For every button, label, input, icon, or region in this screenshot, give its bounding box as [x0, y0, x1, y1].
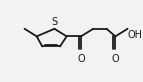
- Text: S: S: [51, 17, 57, 27]
- Text: OH: OH: [128, 30, 143, 40]
- Text: O: O: [77, 54, 85, 64]
- Text: O: O: [112, 54, 119, 64]
